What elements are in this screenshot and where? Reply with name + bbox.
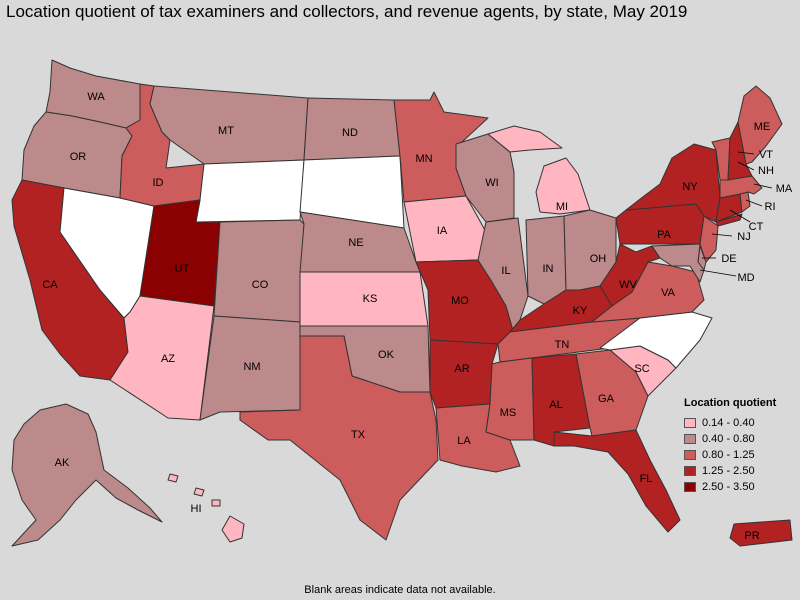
label-sc: SC (634, 363, 649, 375)
label-co: CO (252, 279, 269, 291)
state-pr[interactable] (729, 519, 793, 547)
legend-label: 1.25 - 2.50 (702, 465, 755, 477)
label-me: ME (754, 121, 771, 133)
label-ut: UT (175, 263, 190, 275)
state-wy[interactable] (195, 159, 305, 223)
label-la: LA (457, 435, 471, 447)
label-ky: KY (573, 305, 588, 317)
state-az[interactable] (109, 295, 215, 421)
label-pr: PR (744, 530, 759, 542)
legend-swatch (684, 482, 696, 492)
label-vt: VT (759, 149, 773, 161)
label-ri: RI (765, 201, 776, 213)
state-fl[interactable] (553, 429, 681, 533)
label-md: MD (737, 272, 754, 284)
label-wi: WI (485, 177, 498, 189)
state-md[interactable] (651, 243, 705, 283)
label-nm: NM (243, 361, 260, 373)
legend-label: 0.14 - 0.40 (702, 417, 755, 429)
legend-item: 0.14 - 0.40 (684, 415, 796, 431)
label-ga: GA (598, 393, 615, 405)
state-ms[interactable] (485, 357, 535, 441)
legend-item: 0.80 - 1.25 (684, 447, 796, 463)
footnote: Blank areas indicate data not available. (304, 584, 496, 596)
state-tx[interactable] (239, 335, 439, 541)
state-co[interactable] (213, 219, 305, 323)
label-ct: CT (749, 221, 764, 233)
label-id: ID (153, 177, 164, 189)
label-az: AZ (161, 353, 175, 365)
label-fl: FL (640, 473, 653, 485)
label-mt: MT (218, 125, 234, 137)
state-hi[interactable] (167, 473, 245, 543)
legend-title: Location quotient (684, 397, 777, 409)
legend-swatch (684, 418, 696, 428)
legend: Location quotient 0.14 - 0.40 0.40 - 0.8… (684, 397, 796, 495)
label-hi: HI (191, 503, 202, 515)
label-nd: ND (342, 127, 358, 139)
state-in[interactable] (525, 215, 567, 305)
legend-item: 2.50 - 3.50 (684, 479, 796, 495)
state-vt[interactable] (711, 137, 731, 181)
label-ia: IA (437, 225, 448, 237)
label-al: AL (549, 399, 562, 411)
label-in: IN (543, 263, 554, 275)
state-ma[interactable] (719, 175, 763, 199)
label-oh: OH (590, 253, 607, 265)
label-ok: OK (378, 349, 395, 361)
legend-swatch (684, 450, 696, 460)
label-tn: TN (555, 339, 570, 351)
legend-swatch (684, 434, 696, 444)
legend-item: 1.25 - 2.50 (684, 463, 796, 479)
label-leader-lines (699, 151, 773, 277)
state-me[interactable] (737, 85, 783, 165)
legend-item: 0.40 - 0.80 (684, 431, 796, 447)
label-ks: KS (363, 293, 378, 305)
label-ms: MS (500, 407, 517, 419)
label-ne: NE (348, 237, 363, 249)
label-nh: NH (758, 165, 774, 177)
legend-label: 0.80 - 1.25 (702, 449, 755, 461)
state-ri[interactable] (739, 191, 751, 213)
legend-label: 2.50 - 3.50 (702, 481, 755, 493)
label-mi: MI (556, 201, 568, 213)
state-mi[interactable] (487, 125, 591, 215)
label-wa: WA (87, 91, 105, 103)
label-ca: CA (42, 279, 58, 291)
label-mn: MN (415, 153, 432, 165)
label-mo: MO (451, 295, 469, 307)
label-tx: TX (351, 429, 366, 441)
label-pa: PA (657, 229, 672, 241)
legend-label: 0.40 - 0.80 (702, 433, 755, 445)
label-wv: WV (619, 279, 637, 291)
label-ar: AR (454, 363, 469, 375)
legend-swatch (684, 466, 696, 476)
state-ak[interactable] (11, 403, 163, 547)
label-ny: NY (682, 181, 698, 193)
label-de: DE (721, 253, 736, 265)
label-va: VA (661, 287, 676, 299)
label-il: IL (501, 265, 510, 277)
label-nj: NJ (737, 231, 750, 243)
label-or: OR (70, 151, 87, 163)
label-ak: AK (55, 457, 70, 469)
map-title: Location quotient of tax examiners and c… (6, 2, 688, 21)
state-nh[interactable] (727, 121, 753, 181)
label-ma: MA (776, 183, 793, 195)
